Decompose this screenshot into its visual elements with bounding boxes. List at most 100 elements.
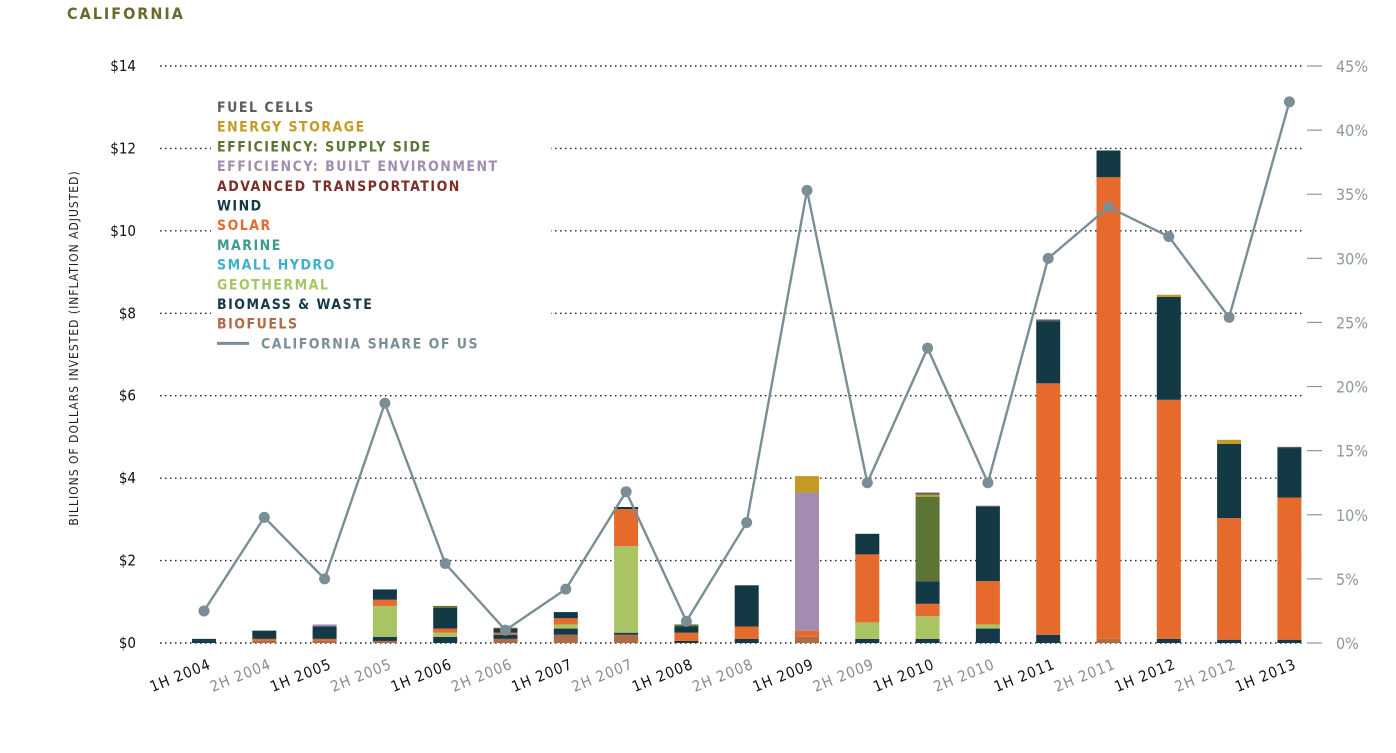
bar-segment <box>553 612 578 619</box>
bar-segment <box>372 605 397 637</box>
bar-segment <box>795 630 819 637</box>
legend-item: ADVANCED TRANSPORTATION <box>217 179 461 195</box>
bar-segment <box>1096 177 1121 639</box>
legend-item: WIND <box>217 199 263 215</box>
bar-segment <box>252 630 277 639</box>
y2-tick-label: 30% <box>1336 249 1368 268</box>
y2-tick-label: 10% <box>1336 506 1368 525</box>
share-line-point <box>680 615 692 627</box>
bar-segment <box>1156 296 1181 400</box>
bar-segment <box>915 496 940 582</box>
bar-segment <box>1096 150 1121 178</box>
y2-tick-label: 40% <box>1336 121 1368 140</box>
x-tick-label: 2H 2007 <box>569 655 635 696</box>
bar-segment <box>855 638 880 643</box>
bar-segment <box>192 640 216 643</box>
y-tick-label: $0 <box>119 634 136 652</box>
bar-segment <box>312 640 337 643</box>
share-line-point <box>620 486 632 498</box>
bar-segment <box>372 640 397 643</box>
x-tick-label: 1H 2009 <box>750 655 816 696</box>
bar-segment <box>1277 497 1302 640</box>
share-line-point <box>1283 96 1295 108</box>
bar-segment <box>553 634 578 643</box>
bar-segment <box>312 638 337 641</box>
bar-segment <box>915 494 940 497</box>
bar-segment <box>915 638 940 643</box>
bar-segment <box>915 492 940 495</box>
bar-segment <box>1036 319 1061 322</box>
bar-segment <box>493 634 518 639</box>
share-line-point <box>861 477 873 489</box>
bar-segment <box>734 585 759 627</box>
x-tick-label: 2H 2012 <box>1172 655 1238 696</box>
x-tick-label: 1H 2004 <box>147 655 213 696</box>
x-tick-label: 1H 2005 <box>268 655 334 696</box>
x-tick-label: 2H 2008 <box>690 655 756 696</box>
x-tick-label: 1H 2007 <box>509 655 575 696</box>
y2-tick-label: 25% <box>1336 313 1368 332</box>
share-line-point <box>439 558 451 570</box>
y2-tick-label: 15% <box>1336 442 1368 461</box>
x-tick-label: 1H 2012 <box>1112 655 1178 696</box>
bar-segment <box>975 505 1000 507</box>
y-tick-label: $8 <box>119 304 136 322</box>
y2-tick-label: 45% <box>1336 57 1368 76</box>
bar-segment <box>433 632 458 637</box>
bar-segment <box>975 506 1000 582</box>
bar-segment <box>433 605 458 608</box>
bar-segment <box>614 632 639 635</box>
y2-tick-label: 0% <box>1336 634 1359 653</box>
bar-segment <box>1156 399 1181 639</box>
bar-segment <box>855 533 880 555</box>
legend-item: SMALL HYDRO <box>217 258 336 274</box>
legend-item: SOLAR <box>217 218 272 234</box>
bar-segment <box>553 628 578 635</box>
bar-segment <box>1036 383 1061 635</box>
bar-segment <box>674 640 699 643</box>
bar-segment <box>614 506 639 510</box>
bar-segment <box>855 554 880 623</box>
bar-segment <box>915 581 940 604</box>
legend-item: GEOTHERMAL <box>217 277 329 293</box>
bar-segment <box>1036 321 1061 384</box>
bar-segment <box>915 616 940 639</box>
x-tick-label: 1H 2011 <box>991 655 1057 696</box>
y2-tick-label: 20% <box>1336 378 1368 397</box>
bar-segment <box>1156 294 1181 297</box>
bar-segment <box>1277 446 1302 449</box>
legend-item: MARINE <box>217 238 282 254</box>
bar-segment <box>1156 638 1181 643</box>
share-line <box>198 96 1295 636</box>
page-title: CALIFORNIA <box>67 4 185 23</box>
bar-segment <box>553 618 578 625</box>
bar-segment <box>192 638 216 641</box>
legend-item: CALIFORNIA SHARE OF US <box>261 336 479 352</box>
bar-segment <box>372 599 397 606</box>
bar-segment <box>734 638 759 643</box>
legend-item: EFFICIENCY: SUPPLY SIDE <box>217 139 432 155</box>
share-line-point <box>741 516 753 528</box>
legend-background <box>211 96 551 357</box>
y-tick-label: $6 <box>119 387 136 405</box>
bar-segment <box>433 628 458 633</box>
legend-item: BIOMASS & WASTE <box>217 297 373 313</box>
bar-segment <box>674 626 699 633</box>
share-line-point <box>801 184 813 196</box>
bar-segment <box>855 622 880 639</box>
x-tick-label: 2H 2004 <box>207 655 273 696</box>
bar-segment <box>1217 518 1242 640</box>
share-line-point <box>319 573 331 585</box>
bar-segment <box>975 624 1000 629</box>
y-tick-label: $2 <box>119 552 136 570</box>
bar-segment <box>614 509 639 547</box>
bar-segment <box>614 546 639 633</box>
x-tick-label: 1H 2013 <box>1232 655 1298 696</box>
bar-segment <box>433 636 458 643</box>
x-tick-label: 1H 2008 <box>629 655 695 696</box>
bar-segment <box>553 624 578 629</box>
y2-tick-label: 5% <box>1336 570 1359 589</box>
share-line-point <box>560 583 572 595</box>
